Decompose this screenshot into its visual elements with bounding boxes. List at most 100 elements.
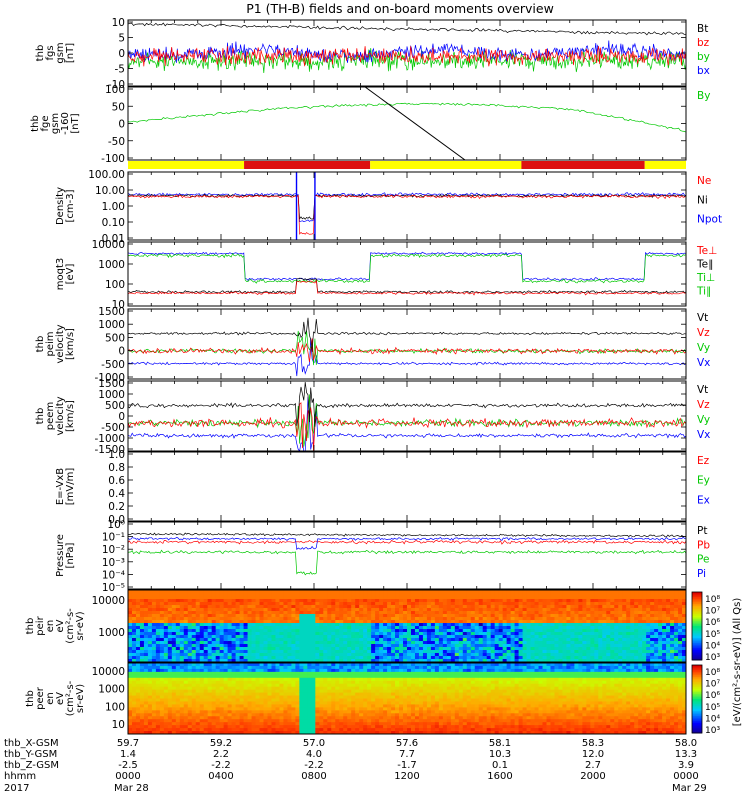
spec-cell	[462, 653, 468, 657]
spec-cell	[259, 692, 265, 697]
spec-cell	[131, 671, 137, 676]
spec-cell	[227, 638, 233, 642]
spec-cell	[331, 614, 336, 618]
spec-cell	[454, 611, 460, 615]
spec-cell	[223, 701, 229, 705]
spec-cell	[247, 638, 253, 642]
spec-cell	[450, 617, 456, 621]
legend-pressure: Pt	[697, 525, 707, 537]
spec-cell	[183, 695, 189, 699]
spec-cell	[622, 647, 627, 651]
spec-cell	[510, 608, 516, 612]
spec-cell	[187, 632, 193, 636]
spec-cell	[506, 593, 512, 597]
spec-cell	[606, 635, 611, 639]
spec-cell	[387, 647, 392, 651]
spec-cell	[171, 659, 177, 663]
spec-cell	[259, 596, 265, 600]
spec-cell	[646, 617, 651, 621]
spec-cell	[670, 599, 675, 603]
spec-cell	[590, 614, 595, 618]
spec-cell	[131, 683, 137, 688]
spec-cell	[255, 704, 261, 708]
spec-cell	[379, 599, 384, 603]
spec-cell	[674, 647, 679, 651]
spec-cell	[219, 689, 225, 694]
spec-cell	[151, 701, 157, 705]
spec-cell	[128, 674, 133, 679]
spec-cell	[207, 599, 213, 603]
spec-cell	[343, 611, 348, 615]
spec-cell	[191, 710, 197, 714]
spec-cell	[159, 689, 165, 694]
spec-cell	[243, 716, 249, 720]
spec-cell	[458, 629, 464, 633]
spec-cell	[554, 614, 559, 618]
spec-cell	[319, 659, 324, 663]
spec-cell	[610, 596, 615, 600]
spec-cell	[558, 599, 563, 603]
spec-cell	[578, 590, 583, 594]
spec-cell	[462, 617, 468, 621]
spec-cell	[426, 623, 432, 627]
spec-cell	[199, 665, 205, 670]
spec-cell	[195, 623, 201, 627]
spec-cell	[139, 635, 145, 639]
spec-cell	[542, 623, 547, 627]
spec-cell	[319, 611, 324, 615]
legend-peim: Vt	[697, 312, 708, 324]
spec-cell	[422, 599, 428, 603]
spec-cell	[235, 668, 241, 673]
spec-cell	[283, 599, 288, 603]
spec-cell	[159, 614, 165, 618]
spec-cell	[387, 590, 392, 594]
spec-cell	[614, 608, 619, 612]
spec-cell	[195, 731, 201, 735]
spec-cell	[582, 593, 587, 597]
spec-cell	[135, 722, 141, 726]
spec-cell	[279, 617, 284, 621]
spec-cell	[474, 611, 480, 615]
spec-cell	[143, 656, 149, 660]
spec-cell	[171, 683, 177, 688]
spec-cell	[426, 644, 432, 648]
spec-cell	[191, 701, 197, 705]
spec-cell	[566, 617, 571, 621]
spec-cell	[319, 596, 324, 600]
spec-cell	[426, 641, 432, 645]
spec-cell	[275, 620, 280, 624]
spec-cell	[131, 668, 137, 673]
spec-cell	[211, 617, 217, 621]
spec-cell	[163, 626, 169, 630]
spec-cell	[339, 590, 344, 594]
spec-cell	[315, 596, 320, 600]
spec-cell	[355, 659, 360, 663]
spec-cell	[259, 629, 265, 633]
spec-cell	[159, 731, 165, 735]
spec-cell	[530, 590, 536, 594]
plot-title: P1 (TH-B) fields and on-board moments ov…	[246, 1, 554, 16]
spec-cell	[387, 659, 392, 663]
spec-cell	[670, 617, 675, 621]
spec-cell	[630, 617, 635, 621]
spec-cell	[570, 653, 575, 657]
spec-cell	[355, 620, 360, 624]
spec-cell	[139, 674, 145, 679]
spec-cell	[263, 692, 268, 697]
spec-cell	[422, 650, 428, 654]
spec-cell	[422, 635, 428, 639]
ytick-label: 100	[105, 279, 125, 291]
spec-cell	[151, 620, 157, 624]
spec-cell	[670, 641, 675, 645]
spec-cell	[566, 596, 571, 600]
spec-cell	[554, 608, 559, 612]
spec-cell	[498, 653, 504, 657]
spec-cell	[179, 707, 185, 711]
spec-cell	[311, 593, 316, 597]
spec-cell	[243, 663, 249, 667]
spec-cell	[622, 659, 627, 663]
spec-cell	[422, 614, 428, 618]
spec-cell	[371, 623, 376, 627]
spec-cell	[199, 695, 205, 699]
spec-cell	[255, 599, 261, 603]
